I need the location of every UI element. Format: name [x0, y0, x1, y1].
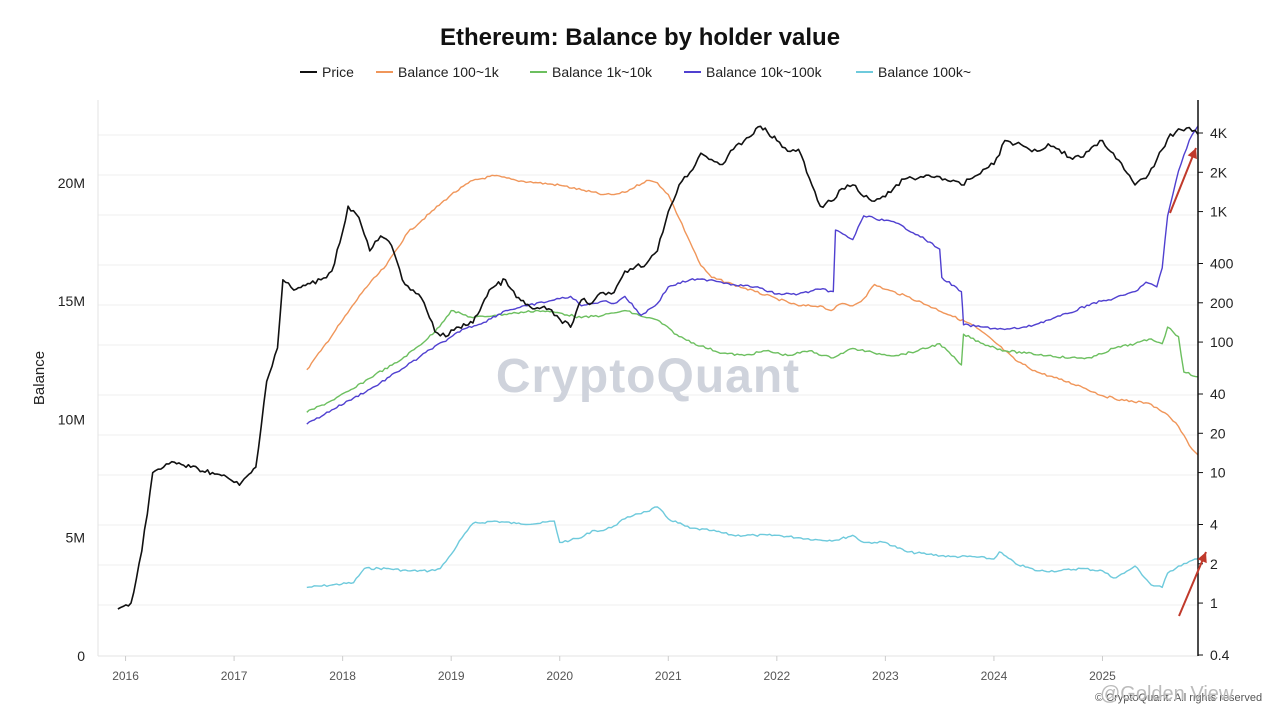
- legend-label: Balance 100~1k: [398, 64, 500, 80]
- y-left-tick-label: 15M: [58, 293, 85, 309]
- legend-label: Price: [322, 64, 354, 80]
- chart-title: Ethereum: Balance by holder value: [440, 24, 840, 51]
- legend-label: Balance 100k~: [878, 64, 971, 80]
- x-tick-label: 2025: [1089, 669, 1116, 683]
- y-right-tick-label: 1K: [1210, 204, 1228, 220]
- y-right-tick-label: 2: [1210, 556, 1218, 572]
- x-tick-label: 2016: [112, 669, 139, 683]
- y-right-tick-label: 2K: [1210, 164, 1228, 180]
- y-left-tick-label: 5M: [66, 530, 85, 546]
- y-right-tick-label: 10: [1210, 465, 1226, 481]
- y-right-tick-label: 4: [1210, 517, 1218, 533]
- y-right-tick-label: 100: [1210, 334, 1234, 350]
- y-right-tick-label: 1: [1210, 595, 1218, 611]
- x-tick-label: 2023: [872, 669, 899, 683]
- x-tick-label: 2021: [655, 669, 682, 683]
- y-right-tick-label: 0.4: [1210, 647, 1230, 663]
- y-right-tick-label: 20: [1210, 425, 1226, 441]
- legend-label: Balance 1k~10k: [552, 64, 653, 80]
- x-tick-label: 2019: [438, 669, 465, 683]
- annotation-arrow-shaft: [1169, 147, 1197, 214]
- series-line-balance-10k-100k: [306, 125, 1199, 425]
- y-left-tick-label: 20M: [58, 175, 85, 191]
- y-left-tick-label: 10M: [58, 411, 85, 427]
- series-line-balance-100k-: [306, 506, 1199, 589]
- series-lines: [117, 125, 1199, 610]
- y-axis-label: Balance: [31, 351, 48, 405]
- series-line-balance-100-1k: [306, 174, 1199, 456]
- y-right-tick-label: 4K: [1210, 125, 1228, 141]
- legend: Price Balance 100~1k Balance 1k~10k Balance…: [300, 64, 971, 80]
- axes: 0 5M 10M 15M 20M 0.4 1 2 4 10 20 40 100 200 400 1K 2K 4K 2…: [58, 100, 1234, 683]
- x-tick-label: 2017: [221, 669, 248, 683]
- y-right-tick-label: 200: [1210, 295, 1234, 311]
- annotation-arrows: [1169, 147, 1207, 617]
- x-tick-label: 2020: [546, 669, 573, 683]
- x-tick-label: 2024: [981, 669, 1008, 683]
- series-line-price: [117, 125, 1199, 610]
- annotation-arrow-shaft: [1178, 551, 1207, 617]
- series-line-balance-1k-10k: [306, 309, 1199, 413]
- annotation-arrow-head: [1197, 552, 1207, 564]
- x-tick-label: 2018: [329, 669, 356, 683]
- golden-view-watermark: @Golden View: [1100, 683, 1234, 705]
- x-tick-label: 2022: [763, 669, 790, 683]
- y-right-tick-label: 40: [1210, 386, 1226, 402]
- y-left-tick-label: 0: [77, 648, 85, 664]
- watermark-text: CryptoQuant: [496, 350, 800, 403]
- legend-label: Balance 10k~100k: [706, 64, 823, 80]
- y-right-tick-label: 400: [1210, 256, 1234, 272]
- annotation-arrow-head: [1187, 148, 1197, 160]
- grid: [98, 134, 1198, 606]
- copyright-watermark: © CryptoQuant. All rights reserved: [1095, 692, 1262, 704]
